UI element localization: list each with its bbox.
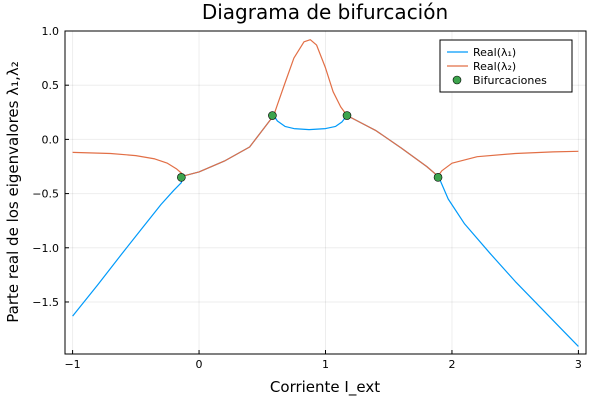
x-tick-label: 0: [196, 358, 203, 371]
series-line-lambda1: [72, 114, 579, 347]
x-tick-label: 3: [575, 358, 582, 371]
chart-title: Diagrama de bifurcación: [202, 0, 448, 24]
legend: Real(λ₁) Real(λ₂) Bifurcaciones: [439, 39, 573, 93]
x-tick-label: −1: [64, 358, 80, 371]
y-tick-label: 0.0: [42, 133, 60, 146]
bifurcation-point: [342, 111, 352, 120]
legend-label-lambda1: Real(λ₁): [473, 46, 516, 59]
series-lines: [72, 39, 579, 347]
y-tick-label: −0.5: [32, 188, 59, 201]
legend-label-lambda2: Real(λ₂): [473, 60, 516, 73]
bifurcation-point: [433, 173, 443, 182]
axis-ticks: [65, 30, 579, 354]
x-tick-label: 2: [448, 358, 455, 371]
y-tick-label: −1.5: [32, 296, 59, 309]
y-tick-labels: 1.0 0.5 0.0 −0.5 −1.0 −1.5: [32, 25, 59, 309]
x-axis-label: Corriente I_ext: [270, 378, 380, 397]
x-tick-labels: −1 0 1 2 3: [64, 358, 581, 371]
y-tick-label: 1.0: [42, 25, 60, 38]
legend-swatch-bifurcaciones: [452, 75, 462, 85]
series-line-lambda2: [72, 39, 579, 177]
x-tick-label: 1: [322, 358, 329, 371]
y-tick-label: 0.5: [42, 79, 60, 92]
y-tick-label: −1.0: [32, 242, 59, 255]
y-axis-label: Parte real de los eigenvalores λ₁,λ₂: [4, 61, 22, 323]
legend-label-bifurcaciones: Bifurcaciones: [473, 74, 547, 87]
bifurcation-point: [177, 173, 186, 182]
bifurcation-markers: [177, 111, 443, 182]
bifurcation-point: [268, 111, 277, 120]
